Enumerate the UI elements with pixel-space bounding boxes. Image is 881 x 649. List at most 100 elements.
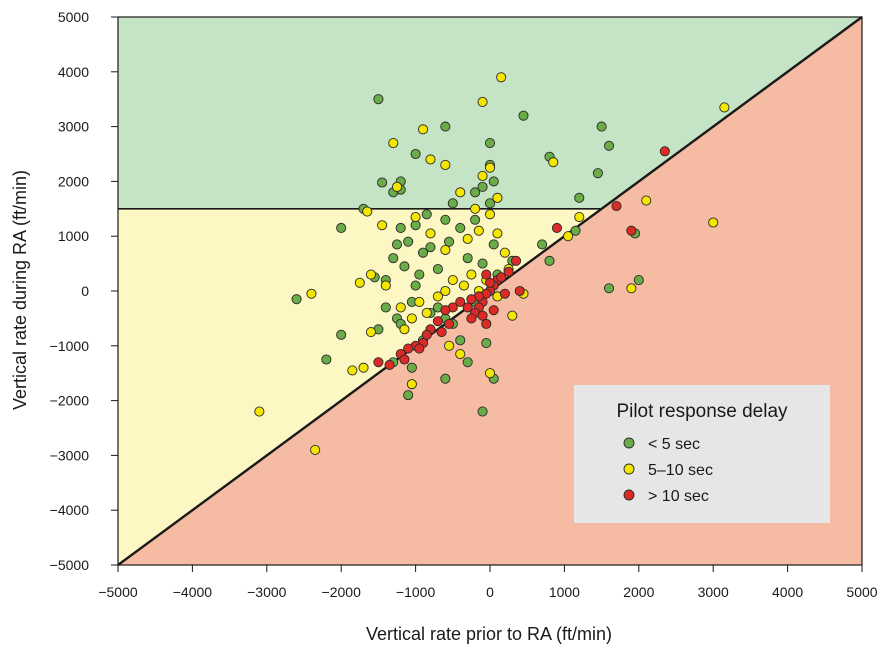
data-point-series-2 (421, 307, 432, 318)
data-point-series-2 (410, 211, 421, 223)
data-point-series-3 (484, 277, 496, 288)
data-point-series-2 (484, 162, 496, 173)
data-point-series-1 (440, 121, 451, 132)
data-point-series-1 (574, 192, 585, 203)
data-point-series-1 (455, 335, 466, 346)
data-point-series-1 (537, 239, 548, 250)
data-point-series-2 (574, 211, 585, 223)
data-point-series-1 (336, 222, 347, 234)
legend-marker (623, 489, 635, 501)
data-point-series-3 (510, 255, 522, 266)
data-point-series-3 (551, 222, 563, 234)
data-point-series-2 (354, 277, 365, 288)
legend-entry-label: < 5 sec (648, 436, 700, 453)
data-point-series-1 (388, 253, 399, 264)
data-point-series-2 (455, 187, 466, 198)
data-point-series-1 (399, 261, 410, 272)
data-point-series-3 (481, 269, 492, 280)
y-tick-label: 4000 (58, 64, 89, 80)
y-tick-label: −4000 (50, 502, 90, 518)
data-point-series-2 (455, 348, 466, 360)
legend: Pilot response delay < 5 sec 5–10 sec > 10… (574, 385, 830, 523)
data-point-series-1 (481, 338, 492, 349)
data-point-series-3 (399, 354, 410, 365)
data-point-series-2 (470, 203, 481, 214)
data-point-series-1 (462, 357, 473, 368)
data-point-series-1 (440, 373, 451, 384)
data-point-series-1 (373, 94, 384, 105)
x-tick-label: −5000 (98, 584, 138, 600)
data-point-series-2 (414, 296, 425, 308)
data-point-series-1 (603, 140, 615, 151)
x-tick-label: 1000 (549, 584, 580, 600)
data-point-series-1 (488, 176, 499, 187)
data-point-series-2 (440, 244, 451, 255)
data-point-series-2 (406, 379, 417, 390)
data-point-series-1 (477, 258, 488, 269)
y-tick-label: −2000 (50, 393, 90, 409)
data-point-series-2 (388, 137, 399, 149)
data-point-series-1 (395, 222, 406, 234)
data-point-series-1 (421, 209, 432, 220)
data-point-series-1 (403, 390, 414, 401)
data-point-series-1 (440, 214, 451, 225)
data-point-series-3 (488, 305, 499, 316)
legend-marker (623, 437, 635, 449)
data-point-series-1 (633, 274, 644, 286)
x-tick-label: 3000 (698, 584, 729, 600)
data-point-series-3 (466, 294, 477, 305)
data-point-series-2 (425, 154, 436, 165)
data-point-series-1 (417, 247, 429, 258)
data-point-series-1 (447, 198, 458, 209)
data-point-series-2 (473, 225, 484, 236)
data-point-series-1 (544, 255, 555, 266)
data-point-series-1 (380, 302, 391, 313)
data-point-series-3 (514, 285, 525, 297)
axis-ticks: −5000 −4000 −3000 −2000 −1000 0 1000 2000 3000 40… (50, 9, 878, 600)
data-point-series-3 (421, 329, 432, 340)
data-point-series-2 (358, 362, 369, 373)
x-tick-label: −4000 (173, 584, 213, 600)
data-point-series-2 (641, 195, 652, 206)
data-point-series-3 (496, 272, 507, 283)
data-point-series-2 (458, 280, 470, 291)
data-point-series-2 (492, 228, 503, 239)
data-point-series-2 (347, 365, 358, 376)
data-point-series-2 (447, 274, 458, 286)
data-point-series-1 (336, 329, 347, 340)
data-point-series-3 (503, 266, 514, 277)
data-point-series-1 (570, 225, 581, 236)
data-point-series-1 (432, 264, 443, 275)
data-point-series-3 (462, 302, 473, 313)
data-point-series-3 (444, 318, 455, 329)
data-point-series-2 (496, 72, 507, 83)
legend-marker (623, 463, 635, 475)
data-point-series-2 (507, 310, 518, 321)
data-point-series-2 (380, 280, 391, 291)
data-point-series-1 (603, 283, 615, 294)
data-point-series-2 (719, 102, 730, 113)
data-point-series-1 (470, 214, 481, 225)
data-point-series-1 (477, 406, 488, 417)
legend-title: Pilot response delay (616, 401, 788, 422)
data-point-series-2 (484, 368, 496, 379)
y-tick-label: 1000 (58, 228, 89, 244)
data-point-series-3 (659, 146, 670, 157)
y-tick-label: 3000 (58, 119, 89, 135)
data-point-series-1 (444, 236, 455, 247)
data-point-series-2 (477, 170, 488, 181)
data-point-series-2 (391, 181, 403, 192)
legend-entry-label: 5–10 sec (648, 462, 713, 479)
data-point-series-2 (432, 291, 443, 302)
y-axis-label: Vertical rate during RA (ft/min) (10, 170, 30, 410)
data-point-series-2 (466, 269, 477, 280)
x-tick-label: −3000 (247, 584, 287, 600)
data-point-series-1 (462, 253, 473, 264)
data-point-series-3 (384, 359, 395, 371)
data-point-series-2 (365, 327, 377, 338)
data-point-series-1 (596, 121, 607, 132)
data-point-series-2 (365, 269, 377, 280)
data-point-series-1 (470, 187, 481, 198)
data-point-series-1 (484, 198, 496, 209)
